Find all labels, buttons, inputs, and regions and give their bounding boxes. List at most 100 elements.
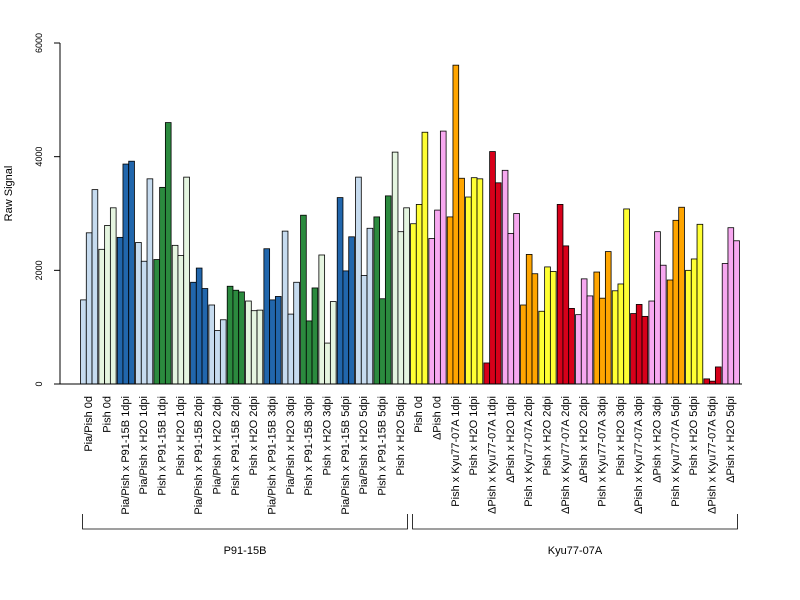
bar <box>439 130 447 385</box>
bar <box>458 177 465 385</box>
bar <box>678 206 685 385</box>
x-category-label: Pia/Pish x H2O 1dpi <box>138 396 150 494</box>
bar <box>256 309 264 385</box>
x-category-label: Pish x Kyu77-07A 3dpi <box>597 396 609 507</box>
bar <box>293 281 300 385</box>
bar <box>703 378 711 385</box>
bar <box>575 314 582 385</box>
x-category-label: Pish x H2O 5dpi <box>395 396 407 475</box>
x-category-label: ΔPish x Kyu77-07A 5dpi <box>707 396 719 514</box>
bar <box>648 300 656 385</box>
bar <box>531 273 539 385</box>
bar <box>360 275 368 385</box>
x-category-label: Pish x P91-15B 5dpi <box>377 396 389 496</box>
bar <box>623 208 630 385</box>
y-tick-label: 4000 <box>34 147 44 167</box>
bar <box>580 278 588 385</box>
bar <box>617 283 625 385</box>
x-category-label: Pia/Pish x P91-15B 5dpi <box>340 396 352 515</box>
bar <box>85 232 93 385</box>
bar <box>538 310 546 385</box>
bar <box>324 342 331 385</box>
group-label: Kyu77-07A <box>548 545 603 557</box>
bar <box>599 297 606 385</box>
bar <box>690 258 698 385</box>
bar <box>501 169 509 385</box>
y-tick-label: 2000 <box>34 260 44 280</box>
bar <box>300 214 307 385</box>
bar <box>128 160 135 385</box>
bar <box>562 245 570 385</box>
x-category-label: Pish x Kyu77-07A 2dpi <box>523 396 535 507</box>
category-labels: Pia/Pish 0d Pish 0d Pia/Pish x P91-15B 1dp… <box>83 396 737 515</box>
bar <box>410 223 417 385</box>
x-category-label: ΔPish 0d <box>432 396 444 440</box>
bar <box>164 122 172 385</box>
bar <box>568 308 575 385</box>
bar <box>263 248 271 385</box>
x-category-label: Pish 0d <box>413 396 425 433</box>
x-category-label: Pish x H2O 1dpi <box>468 396 480 475</box>
bar <box>104 225 111 385</box>
x-category-label: Pish x H2O 2dpi <box>248 396 260 475</box>
bar <box>659 264 667 385</box>
bar <box>415 204 423 385</box>
bar <box>384 195 392 385</box>
bar <box>281 230 289 385</box>
bar <box>593 271 601 385</box>
x-category-label: ΔPish x H2O 1dpi <box>505 396 517 483</box>
bar <box>525 254 533 385</box>
x-category-label: Pia/Pish x H2O 2dpi <box>212 396 224 494</box>
bar <box>250 310 258 385</box>
x-category-label: Pish x Kyu77-07A 1dpi <box>450 396 462 507</box>
x-category-label: Pish x P91-15B 3dpi <box>303 396 315 496</box>
x-category-label: Pish x H2O 1dpi <box>175 396 187 475</box>
bar <box>80 299 87 385</box>
bar <box>226 285 234 385</box>
x-category-label: Pish x H2O 5dpi <box>688 396 700 475</box>
y-tick-label: 6000 <box>34 33 44 53</box>
bar <box>146 178 154 385</box>
x-category-label: Pish x P91-15B 1dpi <box>157 396 169 496</box>
bar <box>635 304 643 385</box>
bar <box>311 287 319 385</box>
bar <box>208 304 216 385</box>
bar <box>696 223 704 385</box>
bar <box>171 244 179 385</box>
bar <box>727 227 735 385</box>
bar <box>201 288 209 385</box>
bar <box>556 204 564 385</box>
x-category-label: Pia/Pish x H2O 5dpi <box>358 396 370 494</box>
bar <box>721 263 729 385</box>
group-bracket <box>412 514 738 530</box>
y-axis: 0 2000 4000 6000 <box>34 33 61 387</box>
bar <box>318 254 326 385</box>
bar <box>604 251 612 385</box>
bar <box>520 304 527 385</box>
bar <box>421 131 429 385</box>
x-category-label: ΔPish x H2O 2dpi <box>578 396 590 483</box>
x-category-label: Pia/Pish x P91-15B 3dpi <box>267 396 279 515</box>
x-category-label: Pish 0d <box>102 396 114 433</box>
bar <box>434 209 441 385</box>
bar <box>116 236 124 385</box>
bar <box>135 242 142 385</box>
bar <box>397 231 405 385</box>
bar <box>122 163 130 385</box>
bar <box>190 281 197 385</box>
bar <box>666 279 674 385</box>
bar <box>476 178 484 385</box>
bar <box>269 299 276 385</box>
bar <box>98 248 106 385</box>
x-category-label: ΔPish x H2O 5dpi <box>725 396 737 483</box>
x-category-label: Pia/Pish x P91-15B 1dpi <box>120 396 132 515</box>
bar <box>109 207 117 385</box>
bar <box>183 176 190 385</box>
bar <box>549 271 557 385</box>
x-category-label: Pia/Pish 0d <box>83 396 95 452</box>
bar <box>91 189 99 385</box>
bar <box>153 259 161 385</box>
bar <box>348 236 355 385</box>
bar <box>733 240 740 385</box>
bar <box>305 320 313 385</box>
